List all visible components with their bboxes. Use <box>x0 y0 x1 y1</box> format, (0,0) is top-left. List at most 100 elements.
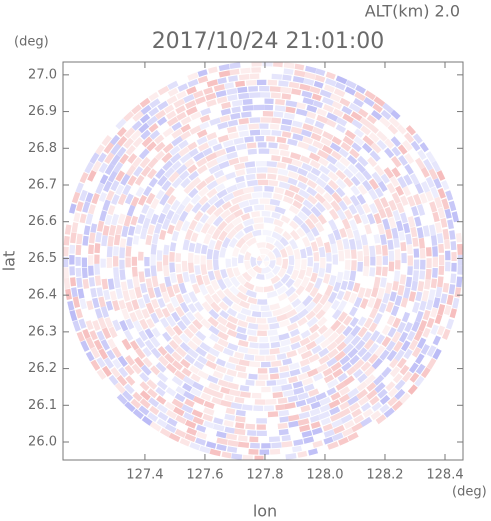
radar-echo <box>129 340 140 351</box>
radar-echo <box>150 365 161 376</box>
radar-echo <box>157 346 168 356</box>
radar-echo <box>215 175 228 185</box>
radar-echo <box>139 156 151 169</box>
radar-echo <box>295 302 306 313</box>
radar-echo <box>289 368 301 377</box>
radar-echo <box>235 332 248 341</box>
radar-echo <box>396 357 407 369</box>
radar-echo <box>87 170 97 182</box>
radar-echo <box>171 121 182 132</box>
radar-echo <box>119 320 129 332</box>
radar-echo <box>267 173 277 180</box>
radar-echo <box>339 227 347 238</box>
radar-echo <box>389 291 397 302</box>
radar-echo <box>390 305 400 317</box>
radar-echo <box>287 322 299 332</box>
radar-echo <box>171 351 183 362</box>
radar-echo <box>328 275 337 287</box>
radar-echo <box>366 114 377 125</box>
radar-echo <box>414 216 422 227</box>
radar-echo <box>63 235 70 246</box>
radar-echo <box>76 277 83 288</box>
radar-echo <box>429 224 437 236</box>
radar-echo <box>121 308 130 320</box>
radar-echo <box>233 223 244 233</box>
radar-echo <box>381 336 392 348</box>
radar-echo <box>446 294 454 306</box>
radar-echo <box>445 261 451 272</box>
radar-echo <box>69 310 78 322</box>
radar-echo <box>150 213 159 225</box>
radar-echo <box>442 282 450 293</box>
radar-echo <box>330 391 341 401</box>
radar-echo <box>214 239 223 251</box>
radar-echo <box>256 79 267 86</box>
radar-echo <box>353 359 365 371</box>
radar-echo <box>139 113 151 124</box>
radar-echo <box>246 167 257 174</box>
radar-echo <box>190 194 202 205</box>
radar-echo <box>175 346 187 358</box>
radar-echo <box>279 345 291 354</box>
radar-echo <box>207 270 216 281</box>
radar-echo <box>150 312 160 324</box>
radar-echo <box>165 387 177 397</box>
radar-echo <box>94 243 101 254</box>
radar-echo <box>362 408 374 418</box>
radar-echo <box>372 103 383 113</box>
radar-echo <box>316 108 328 117</box>
radar-echo <box>167 194 177 205</box>
radar-echo <box>218 160 230 170</box>
radar-echo <box>63 267 69 279</box>
radar-echo <box>367 297 376 309</box>
radar-echo <box>269 436 281 443</box>
radar-echo <box>184 433 196 443</box>
radar-echo <box>69 244 76 254</box>
radar-echo <box>329 406 341 416</box>
radar-echo <box>297 181 308 191</box>
radar-echo <box>168 171 180 183</box>
radar-echo <box>139 318 149 330</box>
radar-echo <box>277 267 287 278</box>
radar-echo <box>124 383 135 395</box>
radar-echo <box>425 299 434 311</box>
radar-echo <box>335 169 347 180</box>
radar-echo <box>245 423 256 430</box>
radar-echo <box>148 107 160 117</box>
radar-echo <box>375 414 387 425</box>
radar-echo <box>200 318 212 329</box>
radar-echo <box>103 180 113 193</box>
radar-echo <box>297 392 309 401</box>
radar-echo <box>426 357 437 370</box>
radar-echo <box>246 329 257 336</box>
radar-echo <box>113 246 119 256</box>
radar-echo <box>138 330 149 342</box>
radar-echo <box>196 136 208 146</box>
radar-echo <box>162 127 174 138</box>
radar-echo <box>193 360 205 370</box>
radar-echo <box>235 80 245 88</box>
radar-echo <box>315 177 327 188</box>
radar-echo <box>281 441 293 448</box>
radar-echo <box>183 412 195 421</box>
radar-echo <box>182 382 193 392</box>
radar-echo <box>411 346 422 358</box>
radar-echo <box>257 299 268 305</box>
radar-echo <box>335 117 348 127</box>
radar-echo <box>63 277 71 290</box>
radar-echo <box>224 394 234 402</box>
radar-echo <box>224 426 235 434</box>
radar-echo <box>97 317 107 329</box>
radar-echo <box>240 307 252 316</box>
radar-echo <box>322 273 331 284</box>
radar-echo <box>215 90 227 98</box>
radar-echo <box>402 185 412 197</box>
radar-echo <box>195 96 206 105</box>
radar-echo <box>188 219 198 231</box>
radar-echo <box>193 90 204 99</box>
radar-echo <box>183 182 195 194</box>
radar-echo <box>119 259 125 270</box>
radar-echo <box>206 99 217 108</box>
radar-echo <box>125 164 137 177</box>
radar-echo <box>384 282 393 295</box>
